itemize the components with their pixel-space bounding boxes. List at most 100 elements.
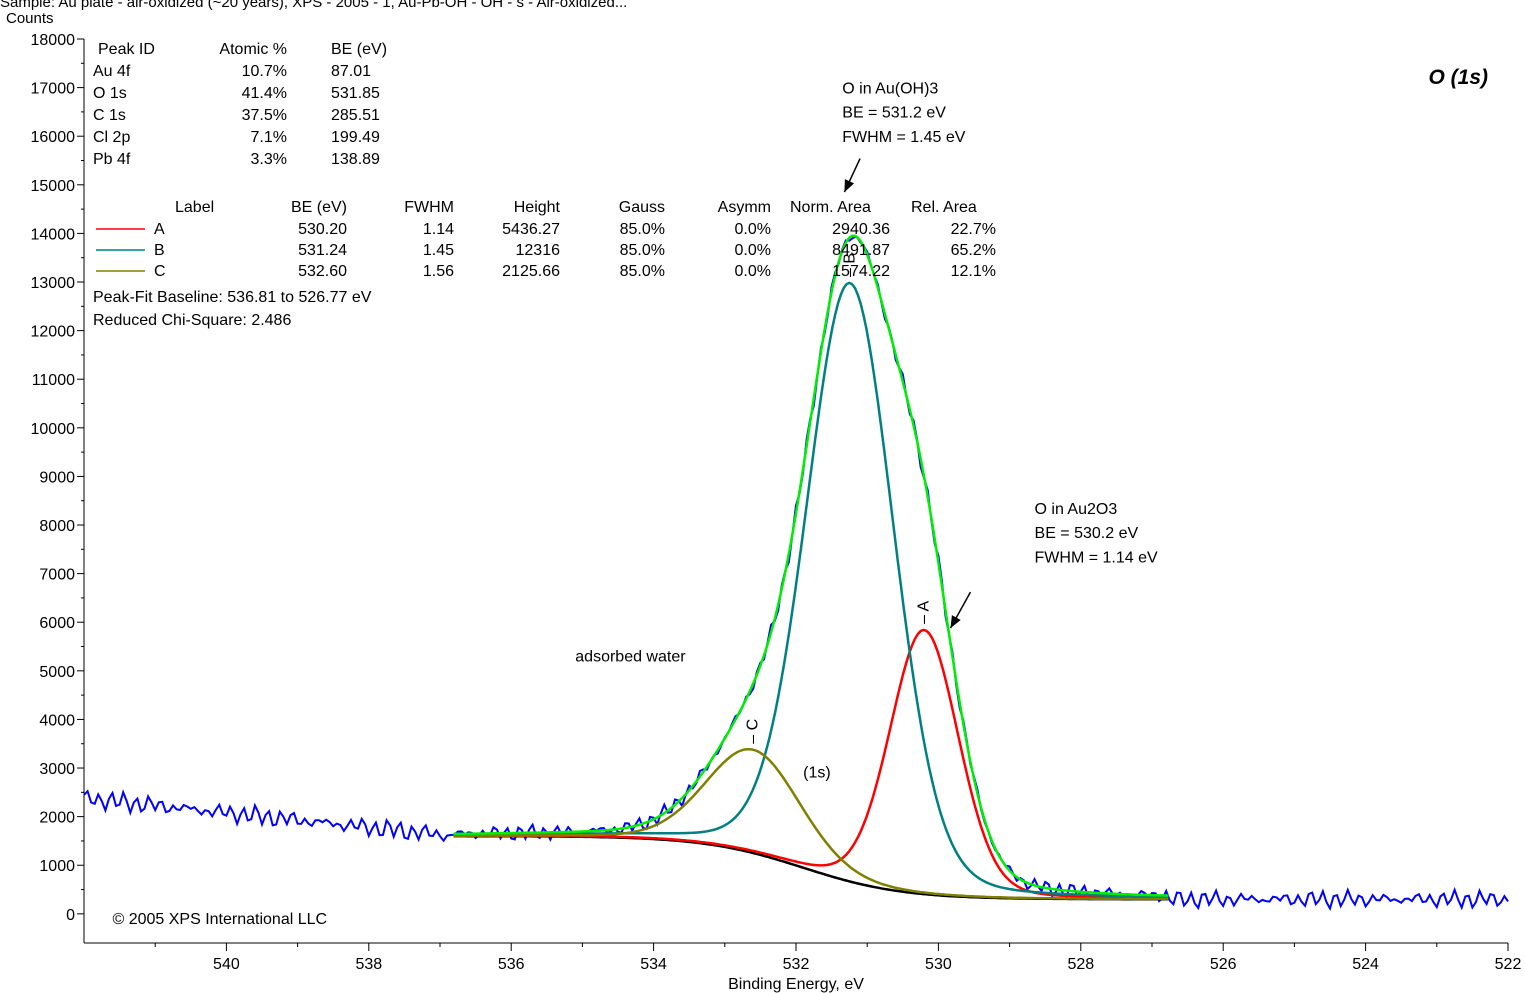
sample-header: Sample: Au plate - air-oxidized (~20 yea… [0,0,628,11]
y-tick-label: 15000 [31,178,76,195]
fit-table-cell: 5436.27 [502,221,560,238]
fit-table-label: B [154,242,165,259]
fit-table-cell: 530.20 [298,221,347,238]
y-tick-label: 11000 [32,372,75,389]
y-tick-label: 5000 [39,664,75,681]
annotation-text: adsorbed water [575,649,686,666]
composition-cell: 7.1% [251,129,287,146]
x-tick-label: 530 [925,956,952,973]
y-tick-label: 1000 [39,858,75,875]
annotation-text: BE = 531.2 eV [842,105,946,122]
composition-header: Peak ID [98,41,155,58]
reduced-chi-square-text: Reduced Chi-Square: 2.486 [93,312,291,329]
annotation-text: © 2005 XPS International LLC [112,911,327,928]
fit-table-header: Height [514,199,561,216]
x-tick-label: 524 [1352,956,1379,973]
annotation-text: BE = 530.2 eV [1035,525,1139,542]
component-b-line [453,281,1169,899]
y-tick-label: 13000 [31,275,76,292]
fit-table-cell: 1.14 [423,221,454,238]
composition-header: BE (eV) [331,41,387,58]
annotation-text: FWHM = 1.45 eV [842,129,965,146]
fit-table-cell: 0.0% [735,242,771,259]
y-axis-title: Counts [6,10,54,27]
fit-table-header: Asymm [718,199,771,216]
composition-cell: O 1s [93,85,127,102]
chart-title: O (1s) [1428,66,1488,89]
fit-table-cell: 531.24 [298,242,347,259]
peak-marker-b: – B [841,253,858,277]
y-tick-label: 3000 [39,761,75,778]
fit-table-cell: 85.0% [620,242,665,259]
fit-table-cell: 8491.87 [832,242,890,259]
fit-table-cell: 65.2% [951,242,996,259]
composition-cell: 285.51 [331,107,380,124]
composition-cell: 10.7% [242,63,287,80]
annotation-text: O in Au(OH)3 [842,80,938,97]
fit-table-cell: 532.60 [298,263,347,280]
envelope-line [453,234,1169,897]
fit-table-header: Norm. Area [790,199,871,216]
fit-table-cell: 2125.66 [502,263,560,280]
x-axis-label: Binding Energy, eV [728,976,864,993]
x-tick-label: 528 [1067,956,1094,973]
y-tick-label: 9000 [39,469,75,486]
fit-table-cell: 12316 [516,242,561,259]
fit-table-cell: 85.0% [620,263,665,280]
y-tick-label: 12000 [31,324,76,341]
composition-cell: 138.89 [331,151,380,168]
y-tick-label: 4000 [39,712,75,729]
fit-table-cell: 2940.36 [832,221,890,238]
x-tick-label: 526 [1210,956,1237,973]
composition-cell: 3.3% [251,151,287,168]
peak-marker-c: – C [744,719,761,744]
composition-cell: 531.85 [331,85,380,102]
fit-table-cell: 1.56 [423,263,454,280]
y-tick-label: 17000 [31,81,76,98]
plot-area: 0 1000 2000 3000 4000 5000 6000 7000 8000 9000 100… [31,32,1522,973]
fit-table-cell: 0.0% [735,221,771,238]
y-tick-label: 8000 [39,518,75,535]
composition-cell: 37.5% [242,107,287,124]
x-tick-label: 540 [213,956,240,973]
y-tick-label: 7000 [39,567,75,584]
y-tick-label: 14000 [31,226,76,243]
fit-table-label: C [154,263,166,280]
fit-table-cell: 12.1% [951,263,996,280]
composition-cell: C 1s [93,107,126,124]
x-tick-label: 536 [498,956,525,973]
y-tick-label: 18000 [31,32,76,49]
composition-cell: Au 4f [93,63,131,80]
fit-table-cell: 22.7% [951,221,996,238]
fit-baseline-text: Peak-Fit Baseline: 536.81 to 526.77 eV [93,289,372,306]
x-tick-label: 532 [783,956,810,973]
x-tick-label: 538 [355,956,382,973]
fit-table-header: Gauss [619,199,665,216]
fit-table-cell: 1574.22 [832,263,890,280]
fit-table-label: A [154,221,165,238]
y-tick-label: 0 [66,907,75,924]
component-c-line [453,747,1169,901]
composition-cell: 199.49 [331,129,380,146]
y-tick-label: 16000 [31,129,76,146]
composition-cell: 41.4% [242,85,287,102]
fit-table-header: Label [175,199,214,216]
annotation-text: (1s) [803,764,831,781]
fit-table-cell: 0.0% [735,263,771,280]
x-tick-label: 522 [1495,956,1522,973]
composition-cell: Cl 2p [93,129,130,146]
raw-spectrum-line [83,235,1509,912]
annotation-arrow-head [844,179,855,193]
composition-cell: 87.01 [331,63,371,80]
y-tick-label: 2000 [39,810,75,827]
annotation-text: FWHM = 1.14 eV [1035,549,1158,566]
peak-marker-a: – A [915,600,932,623]
fit-table-header: BE (eV) [291,199,347,216]
fit-table-header: Rel. Area [911,199,977,216]
fit-table-cell: 85.0% [620,221,665,238]
x-tick-label: 534 [640,956,667,973]
composition-header: Atomic % [219,41,287,58]
annotation-text: O in Au2O3 [1035,501,1118,518]
fit-table-cell: 1.45 [423,242,454,259]
